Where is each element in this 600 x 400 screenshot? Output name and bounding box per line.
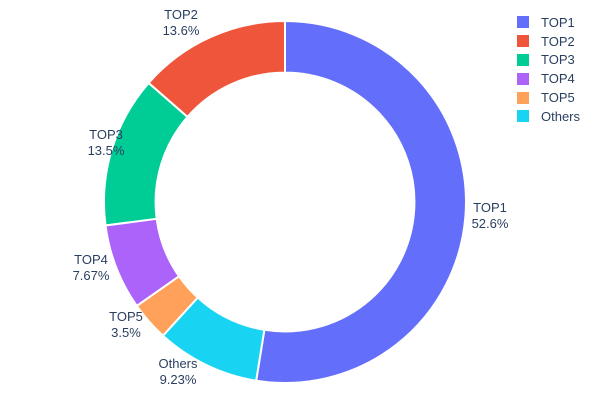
legend-item-others[interactable]: Others xyxy=(517,107,580,126)
slice-label-percent: 13.6% xyxy=(163,23,200,38)
legend-item-top1[interactable]: TOP1 xyxy=(517,13,580,32)
legend-label: TOP4 xyxy=(541,71,575,87)
pie-slice-top3[interactable] xyxy=(103,82,189,227)
legend-item-top2[interactable]: TOP2 xyxy=(517,32,580,51)
legend-item-top5[interactable]: TOP5 xyxy=(517,88,580,107)
legend-swatch-top5 xyxy=(517,91,529,104)
legend-swatch-others xyxy=(517,110,529,123)
slice-label-name: TOP2 xyxy=(164,7,198,22)
slice-label-percent: 13.5% xyxy=(88,143,125,158)
slice-label-top2: TOP2 13.6% xyxy=(163,7,200,38)
legend-label: TOP1 xyxy=(541,14,575,30)
slice-label-name: TOP3 xyxy=(89,127,123,142)
slice-label-percent: 7.67% xyxy=(73,268,110,283)
pie-slice-top2[interactable] xyxy=(147,20,286,118)
pie-slice-top4[interactable] xyxy=(104,217,181,307)
slice-label-name: TOP5 xyxy=(109,309,143,324)
slice-label-name: TOP4 xyxy=(74,252,108,267)
legend-swatch-top4 xyxy=(517,72,529,85)
legend: TOP1 TOP2 TOP3 TOP4 TOP5 Others xyxy=(517,13,580,126)
slice-label-percent: 9.23% xyxy=(160,372,197,387)
legend-swatch-top1 xyxy=(517,16,529,29)
slice-label-name: TOP1 xyxy=(473,200,507,215)
legend-item-top4[interactable]: TOP4 xyxy=(517,69,580,88)
legend-swatch-top3 xyxy=(517,53,529,66)
slice-label-others: Others 9.23% xyxy=(158,356,198,387)
slice-label-top3: TOP3 13.5% xyxy=(88,127,125,158)
slice-label-percent: 3.5% xyxy=(111,325,141,340)
pie-slice-top5[interactable] xyxy=(135,275,199,337)
slice-label-name: Others xyxy=(158,356,198,371)
slice-label-top1: TOP1 52.6% xyxy=(472,200,509,231)
pie-slice-top1[interactable] xyxy=(255,20,467,384)
legend-label: TOP5 xyxy=(541,90,575,106)
legend-label: Others xyxy=(541,108,581,124)
legend-item-top3[interactable]: TOP3 xyxy=(517,51,580,70)
legend-swatch-top2 xyxy=(517,35,529,48)
slice-label-top4: TOP4 7.67% xyxy=(73,252,110,283)
slice-label-top5: TOP5 3.5% xyxy=(109,309,143,340)
pie-slice-others[interactable] xyxy=(162,296,266,382)
legend-label: TOP2 xyxy=(541,33,575,49)
slice-label-percent: 52.6% xyxy=(472,216,509,231)
legend-label: TOP3 xyxy=(541,52,575,68)
